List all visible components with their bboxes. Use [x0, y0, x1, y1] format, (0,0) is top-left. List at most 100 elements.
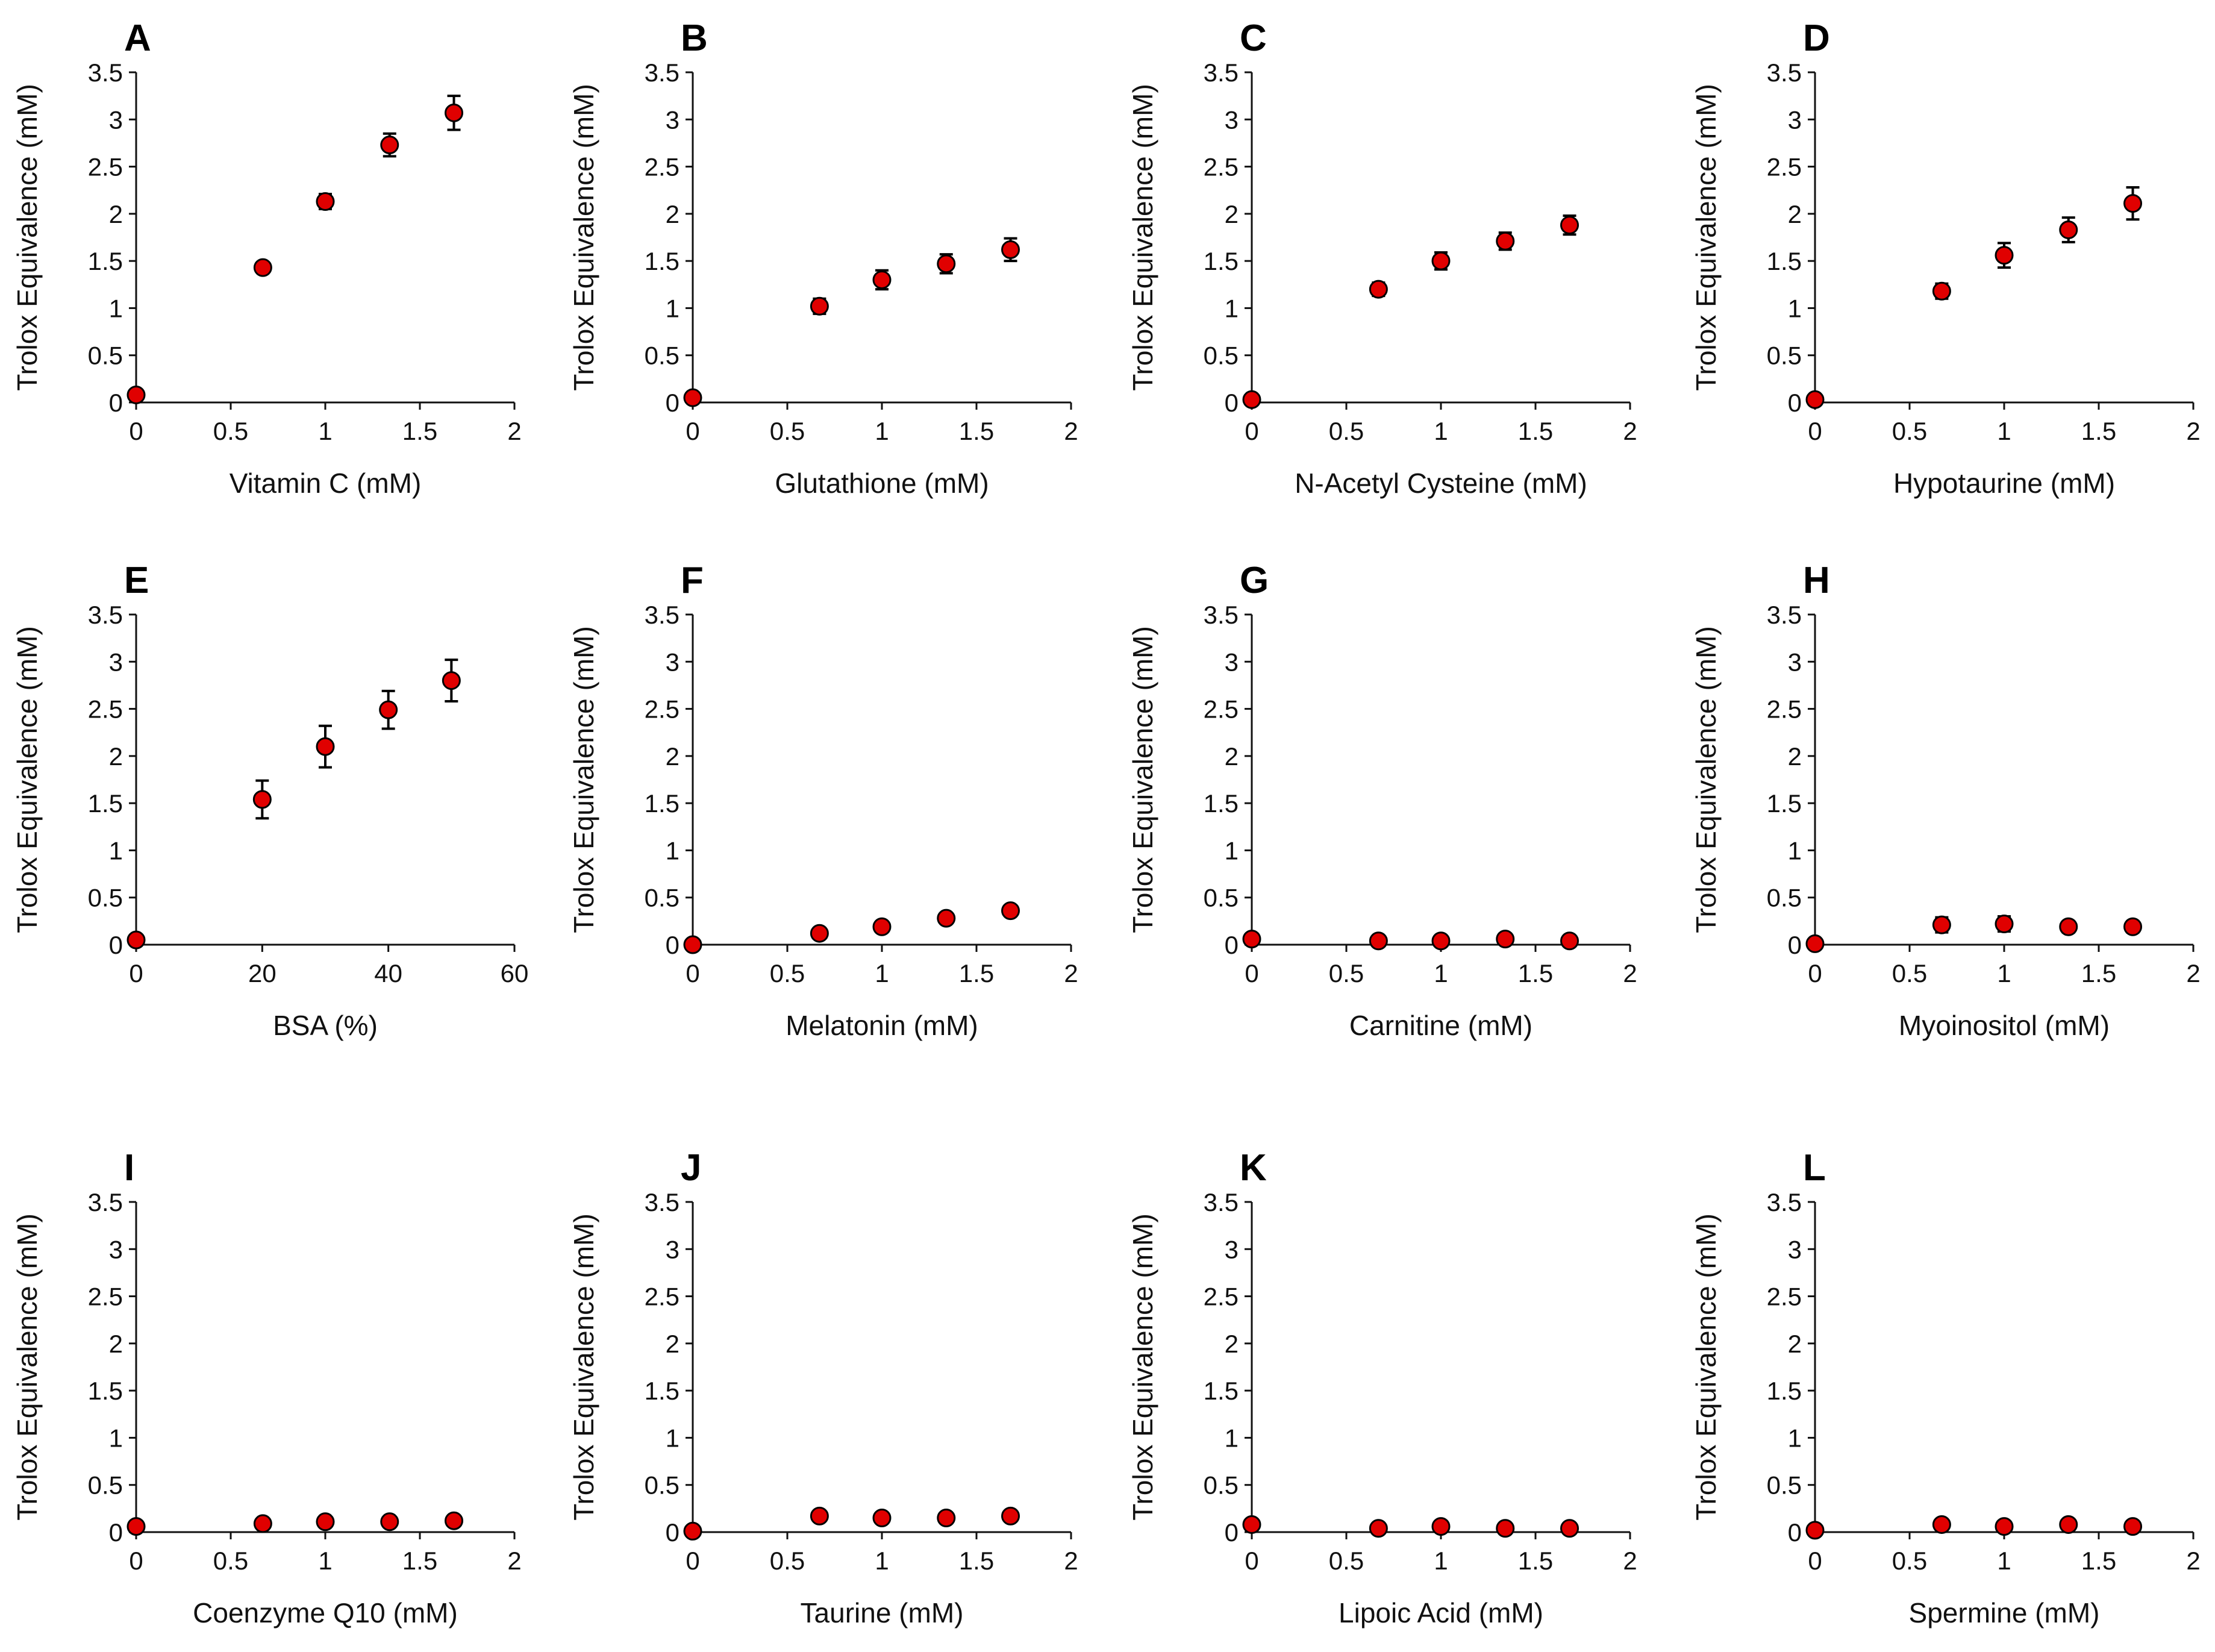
- y-tick-label: 3: [1788, 648, 1802, 676]
- data-point: [1995, 246, 2014, 265]
- data-point: [1805, 934, 1825, 953]
- y-tick-label: 2.5: [88, 695, 123, 724]
- x-axis-title: Coenzyme Q10 (mM): [193, 1597, 458, 1629]
- y-tick-label: 1.5: [88, 247, 123, 275]
- x-tick-label: 20: [248, 959, 276, 987]
- x-axis-title: Taurine (mM): [801, 1597, 964, 1629]
- data-point: [127, 930, 146, 950]
- data-point: [1560, 216, 1579, 235]
- y-tick-label: 2.5: [645, 695, 679, 724]
- y-tick-label: 3: [1788, 1235, 1802, 1263]
- y-tick-label: 3: [1788, 105, 1802, 134]
- y-tick-label: 1.5: [1767, 1377, 1802, 1405]
- y-tick-label: 0.5: [1204, 1471, 1239, 1500]
- panel-letter: H: [1803, 560, 1830, 601]
- y-tick-label: 2: [1788, 742, 1802, 771]
- y-tick-label: 1: [666, 294, 679, 322]
- y-tick-label: 0.5: [1767, 1471, 1802, 1500]
- y-tick-label: 2: [109, 742, 123, 771]
- panel-a: 0 0.5 1 1.5 2 2.5 3 3.5 0 0.5 1 1.5 2 Vitamin C (mM) T…: [11, 17, 522, 499]
- x-tick-label: 1: [1434, 417, 1448, 445]
- y-tick-label: 3.5: [1204, 601, 1239, 629]
- y-tick-label: 3.5: [88, 1188, 123, 1216]
- y-tick-label: 0: [1788, 931, 1802, 959]
- x-tick-label: 1: [1997, 417, 2011, 445]
- panel-letter: I: [124, 1147, 134, 1189]
- y-tick-label: 1: [1225, 1424, 1239, 1452]
- data-point: [1995, 915, 2014, 934]
- y-axis-title: Trolox Equivalence (mM): [11, 626, 43, 933]
- y-tick-label: 2.5: [1204, 695, 1239, 724]
- y-tick-label: 0: [1788, 1518, 1802, 1547]
- panel-letter: J: [681, 1147, 701, 1189]
- data-point: [2123, 1517, 2143, 1536]
- y-tick-label: 1: [109, 294, 123, 322]
- data-point: [445, 1511, 464, 1530]
- y-axis-title: Trolox Equivalence (mM): [1127, 84, 1158, 391]
- data-point: [1995, 1517, 2014, 1536]
- data-point: [1431, 1517, 1451, 1536]
- panel-letter: K: [1240, 1147, 1267, 1189]
- y-tick-label: 2.5: [88, 1283, 123, 1311]
- y-tick-label: 3.5: [1767, 601, 1802, 629]
- x-tick-label: 0.5: [1892, 417, 1927, 445]
- y-axis-title: Trolox Equivalence (mM): [11, 84, 43, 391]
- y-tick-label: 3.5: [88, 58, 123, 87]
- data-point: [1001, 901, 1020, 921]
- x-tick-label: 2: [1064, 1547, 1078, 1575]
- x-tick-label: 1.5: [402, 417, 437, 445]
- x-tick-label: 0.5: [1892, 1547, 1927, 1575]
- x-tick-label: 40: [374, 959, 402, 987]
- y-tick-label: 3: [1225, 105, 1239, 134]
- y-axis-title: Trolox Equivalence (mM): [11, 1213, 43, 1521]
- x-tick-label: 0.5: [1329, 1547, 1364, 1575]
- x-tick-label: 2: [1623, 417, 1637, 445]
- x-tick-label: 1.5: [1518, 417, 1553, 445]
- y-tick-label: 3.5: [1767, 1188, 1802, 1216]
- x-axis-title: Lipoic Acid (mM): [1339, 1597, 1543, 1629]
- y-tick-label: 3: [109, 1235, 123, 1263]
- panel-j: 0 0.5 1 1.5 2 2.5 3 3.5 0 0.5 1 1.5 2 Taurine (mM) Tro…: [568, 1147, 1078, 1629]
- y-tick-label: 2: [666, 1330, 679, 1358]
- x-axis-title: N-Acetyl Cysteine (mM): [1295, 468, 1587, 499]
- y-tick-label: 3: [666, 648, 679, 676]
- x-tick-label: 1.5: [1518, 959, 1553, 987]
- data-point: [2123, 194, 2143, 213]
- data-point: [1369, 280, 1388, 299]
- x-axis-title: Myoinositol (mM): [1899, 1010, 2110, 1041]
- x-tick-label: 1.5: [2081, 1547, 2116, 1575]
- x-tick-label: 60: [501, 959, 529, 987]
- y-tick-label: 1.5: [645, 1377, 679, 1405]
- x-tick-label: 2: [2186, 417, 2200, 445]
- x-tick-label: 0: [686, 959, 699, 987]
- x-tick-label: 0.5: [1329, 417, 1364, 445]
- data-point: [1805, 1521, 1825, 1540]
- y-tick-label: 1.5: [1767, 247, 1802, 275]
- data-point: [1932, 915, 1951, 934]
- y-axis-title: Trolox Equivalence (mM): [568, 1213, 599, 1521]
- y-tick-label: 2.5: [1767, 1283, 1802, 1311]
- data-point: [1805, 390, 1825, 409]
- data-point: [1242, 390, 1261, 409]
- x-tick-label: 1.5: [959, 1547, 994, 1575]
- y-axis-title: Trolox Equivalence (mM): [568, 626, 599, 933]
- y-tick-label: 3.5: [645, 1188, 679, 1216]
- y-tick-label: 2.5: [88, 153, 123, 181]
- y-tick-label: 3: [1225, 648, 1239, 676]
- x-tick-label: 1.5: [959, 959, 994, 987]
- data-point: [379, 700, 398, 719]
- x-axis-title: Carnitine (mM): [1349, 1010, 1532, 1041]
- y-tick-label: 3: [109, 105, 123, 134]
- panel-letter: F: [681, 560, 704, 601]
- x-tick-label: 0: [686, 417, 699, 445]
- x-tick-label: 0: [1808, 417, 1822, 445]
- x-tick-label: 0: [129, 1547, 143, 1575]
- x-tick-label: 0: [1808, 1547, 1822, 1575]
- y-tick-label: 1.5: [645, 789, 679, 818]
- y-tick-label: 0: [666, 1518, 679, 1547]
- y-tick-label: 1: [109, 836, 123, 865]
- panel-i: 0 0.5 1 1.5 2 2.5 3 3.5 0 0.5 1 1.5 2 Coenzyme Q10 (m…: [11, 1147, 522, 1629]
- data-point: [1496, 930, 1515, 949]
- y-tick-label: 0: [1225, 931, 1239, 959]
